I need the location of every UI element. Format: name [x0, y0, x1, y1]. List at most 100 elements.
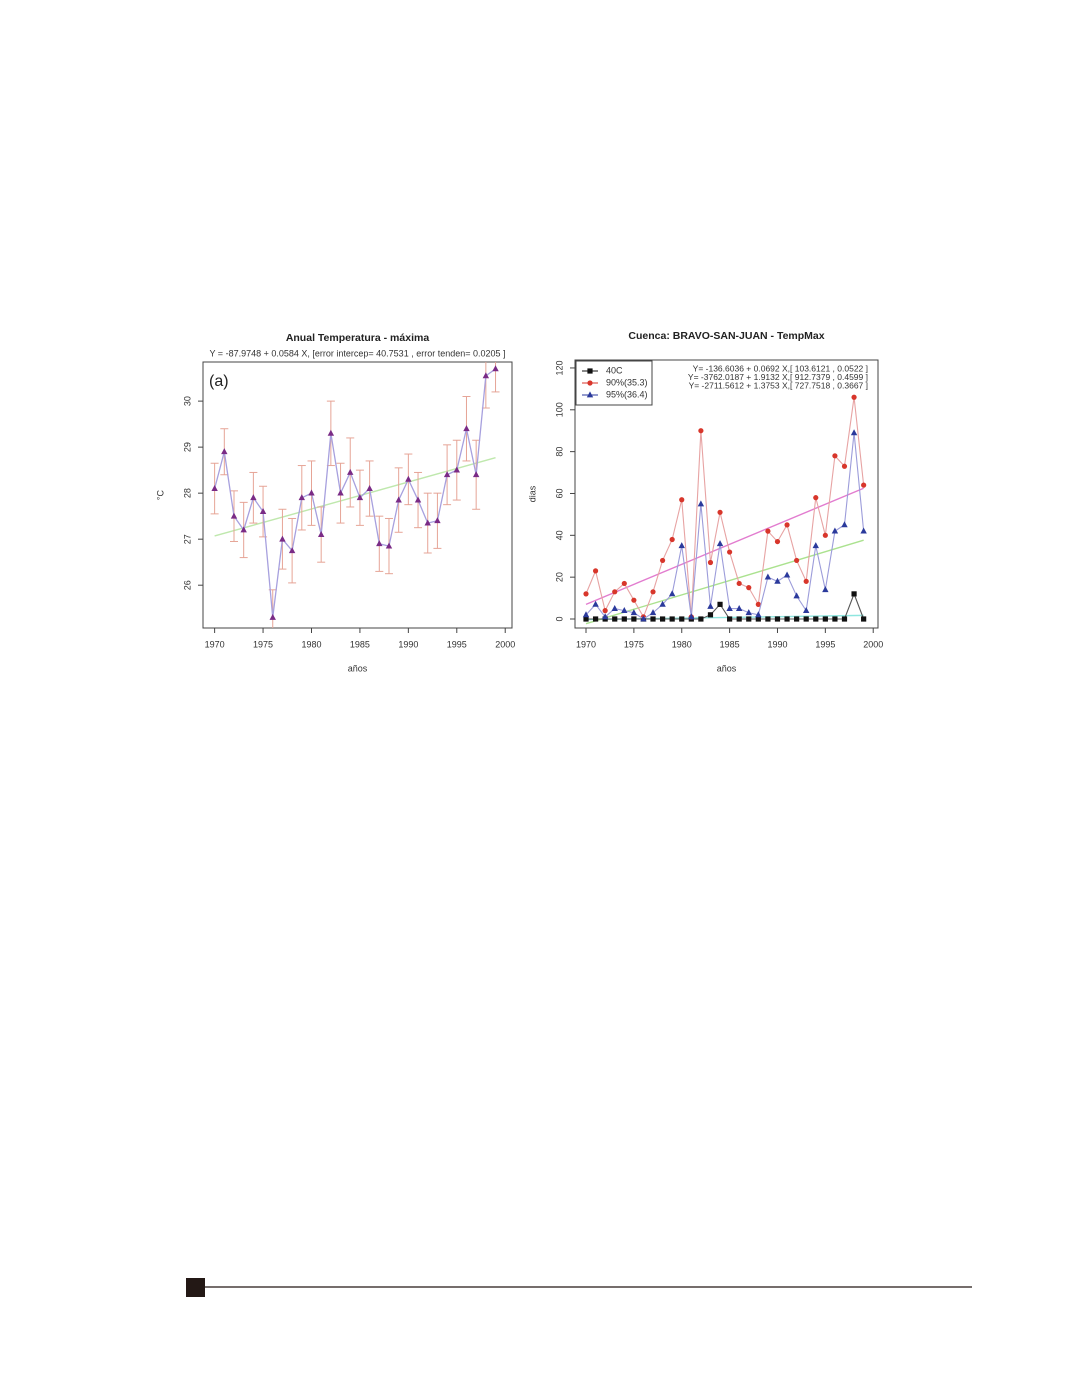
x-tick-label: 2000 [863, 639, 883, 649]
point [803, 616, 809, 622]
point [774, 577, 781, 584]
point [405, 475, 412, 482]
point [707, 602, 714, 609]
point [860, 527, 867, 534]
point [784, 616, 790, 622]
point [841, 616, 848, 622]
point [851, 591, 857, 597]
point [717, 509, 723, 515]
point [745, 609, 752, 616]
point [472, 471, 480, 478]
point [793, 592, 800, 599]
x-tick-label: 1990 [398, 639, 418, 649]
x-tick-label: 1995 [815, 639, 835, 649]
point [221, 448, 228, 455]
point [347, 468, 354, 475]
point [688, 613, 695, 620]
point [861, 616, 867, 622]
point [621, 607, 628, 614]
equation: Y= -136.6036 + 0.0692 X,[ 103.6121 , 0.0… [693, 363, 868, 373]
point [746, 585, 752, 591]
point [727, 616, 733, 622]
point [707, 559, 714, 566]
point [831, 527, 839, 534]
point [650, 589, 656, 595]
point [211, 484, 218, 491]
point [492, 365, 499, 372]
point [822, 532, 828, 538]
y-tick-label: 28 [182, 488, 192, 498]
point [583, 616, 589, 622]
y-tick-label: 120 [554, 360, 564, 375]
y-tick-label: 60 [554, 488, 564, 498]
trend-line [214, 457, 496, 537]
point [611, 604, 618, 611]
x-axis-label: años [348, 663, 368, 673]
point [650, 616, 656, 622]
point [279, 535, 286, 542]
point [659, 616, 666, 622]
point [850, 429, 858, 436]
x-tick-label: 1980 [301, 639, 321, 649]
point [288, 547, 296, 554]
point [812, 542, 819, 549]
point [717, 601, 723, 607]
point [631, 616, 637, 622]
x-tick-label: 1995 [447, 639, 467, 649]
point [308, 489, 315, 496]
point [803, 578, 809, 584]
y-tick-label: 30 [182, 396, 192, 406]
point [631, 597, 637, 603]
point [774, 616, 781, 622]
y-axis-label: dias [527, 485, 537, 502]
point [736, 580, 742, 587]
plot-area [582, 394, 867, 625]
chart-title: Cuenca: BRAVO-SAN-JUAN - TempMax [628, 330, 824, 342]
point [630, 609, 638, 616]
y-tick-label: 100 [554, 402, 564, 417]
point [659, 600, 666, 607]
point [424, 519, 431, 526]
equation: Y= -3762.0187 + 1.9132 X,[ 912.7379 , 0.… [688, 372, 868, 382]
y-tick-label: 0 [554, 616, 564, 621]
point [621, 580, 627, 587]
y-tick-label: 20 [554, 572, 564, 582]
point [774, 538, 781, 545]
legend-label: 90%(35.3) [606, 377, 648, 387]
point [851, 394, 857, 400]
y-tick-label: 27 [182, 534, 192, 544]
point [746, 616, 752, 622]
point [592, 600, 599, 607]
footer-marker [186, 1278, 205, 1297]
point [669, 536, 675, 543]
legend-label: 95%(36.4) [606, 389, 648, 399]
point [832, 616, 838, 622]
point [668, 590, 676, 597]
point [813, 495, 819, 501]
point [453, 466, 460, 473]
plot-area [210, 362, 500, 628]
point [385, 542, 393, 549]
point [822, 616, 828, 622]
point [612, 589, 618, 595]
point [434, 517, 441, 524]
plot-frame [202, 361, 513, 629]
point [250, 494, 257, 501]
x-tick-label: 1990 [767, 639, 787, 649]
point [582, 611, 590, 618]
point [482, 372, 490, 379]
x-tick-label: 1975 [253, 639, 273, 649]
point [765, 616, 771, 622]
point [592, 568, 599, 574]
point [612, 616, 618, 622]
point [841, 521, 848, 528]
point [356, 494, 364, 501]
point [669, 616, 675, 622]
point [764, 573, 772, 580]
point [765, 528, 771, 534]
point [841, 463, 848, 469]
point [443, 471, 451, 478]
legend-marker [587, 368, 593, 374]
point [583, 591, 589, 597]
